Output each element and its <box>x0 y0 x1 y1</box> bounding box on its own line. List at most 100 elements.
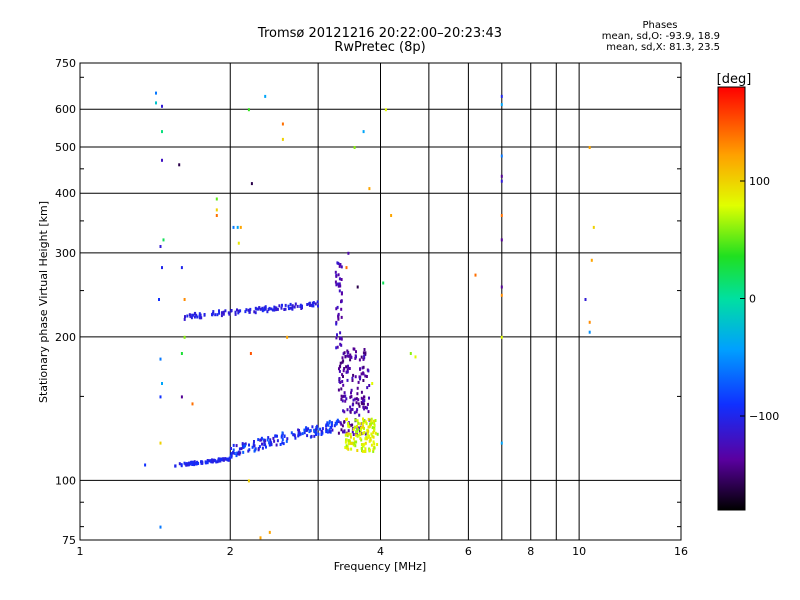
data-point <box>180 266 183 270</box>
data-point <box>346 432 349 436</box>
data-point <box>307 427 310 431</box>
data-point <box>296 304 299 308</box>
data-point <box>362 419 365 423</box>
data-point <box>363 348 366 351</box>
data-point <box>370 419 373 423</box>
data-point <box>275 443 278 447</box>
data-point <box>364 447 367 451</box>
data-point <box>371 421 374 425</box>
data-point <box>230 447 232 450</box>
data-point <box>218 309 220 313</box>
data-point <box>284 303 287 307</box>
data-point <box>306 434 309 438</box>
data-point <box>290 306 292 310</box>
data-point <box>474 273 477 277</box>
data-point <box>336 345 339 349</box>
data-point <box>341 380 344 383</box>
data-point <box>384 108 387 112</box>
data-point <box>348 367 351 370</box>
data-point <box>349 423 352 427</box>
data-point <box>313 434 316 438</box>
data-point <box>303 431 306 435</box>
data-point <box>297 434 300 438</box>
data-point <box>363 399 366 402</box>
x-tick-label: 1 <box>77 545 84 558</box>
data-point <box>347 422 350 426</box>
data-point <box>189 461 192 465</box>
data-point <box>347 424 350 428</box>
data-point <box>312 301 315 305</box>
data-point <box>280 306 283 310</box>
data-point <box>343 391 346 395</box>
x-axis-label: Frequency [MHz] <box>334 560 426 573</box>
data-point <box>196 315 199 319</box>
data-point <box>222 312 225 316</box>
data-point <box>315 433 317 436</box>
data-point <box>363 431 366 434</box>
data-point <box>348 439 351 443</box>
data-point <box>359 436 362 440</box>
data-point <box>188 313 191 317</box>
y-tick-label: 500 <box>55 141 76 154</box>
data-point <box>312 304 315 308</box>
chart-subtitle: RwPretec (8p) <box>334 40 426 55</box>
data-point <box>376 443 379 446</box>
data-point <box>346 434 349 438</box>
data-point <box>253 310 256 314</box>
data-point <box>359 367 362 371</box>
data-point <box>338 277 341 281</box>
data-point <box>367 435 370 439</box>
data-point <box>342 409 345 413</box>
data-point <box>350 408 353 412</box>
data-point <box>190 316 193 320</box>
data-point <box>500 154 503 158</box>
data-point <box>252 442 255 446</box>
data-point <box>317 304 319 308</box>
data-point <box>281 438 284 442</box>
data-point <box>353 441 356 445</box>
data-point <box>233 451 236 455</box>
data-point <box>335 336 338 340</box>
data-point <box>253 444 256 448</box>
data-point <box>198 314 201 318</box>
data-point <box>500 441 503 445</box>
data-point <box>355 430 358 434</box>
data-point <box>364 351 367 355</box>
data-point <box>343 351 346 355</box>
data-point <box>209 459 212 463</box>
data-point <box>264 305 267 309</box>
data-point <box>352 398 355 402</box>
data-point <box>358 358 361 362</box>
data-point <box>159 441 162 445</box>
data-point <box>336 418 339 422</box>
data-point <box>261 442 263 446</box>
data-point <box>372 430 375 434</box>
data-point <box>334 280 337 284</box>
data-point <box>342 430 344 434</box>
data-point <box>354 444 357 448</box>
data-point <box>330 421 333 425</box>
data-point <box>339 364 342 368</box>
data-point <box>286 437 289 441</box>
data-point <box>361 402 364 406</box>
data-point <box>268 530 271 534</box>
data-point <box>215 197 218 201</box>
data-point <box>193 460 196 464</box>
data-point <box>248 448 251 452</box>
data-point <box>343 410 346 414</box>
data-point <box>211 313 214 317</box>
data-point <box>362 400 365 404</box>
data-point <box>236 225 239 229</box>
data-point <box>189 314 192 318</box>
data-point <box>326 429 329 433</box>
data-point <box>349 354 352 358</box>
data-point <box>290 431 293 435</box>
data-point <box>215 460 218 464</box>
data-point <box>345 444 348 448</box>
data-point <box>261 309 264 313</box>
data-point <box>237 450 240 454</box>
data-point <box>362 130 365 134</box>
data-point <box>159 395 162 399</box>
data-point <box>357 421 360 425</box>
data-point <box>355 433 358 437</box>
